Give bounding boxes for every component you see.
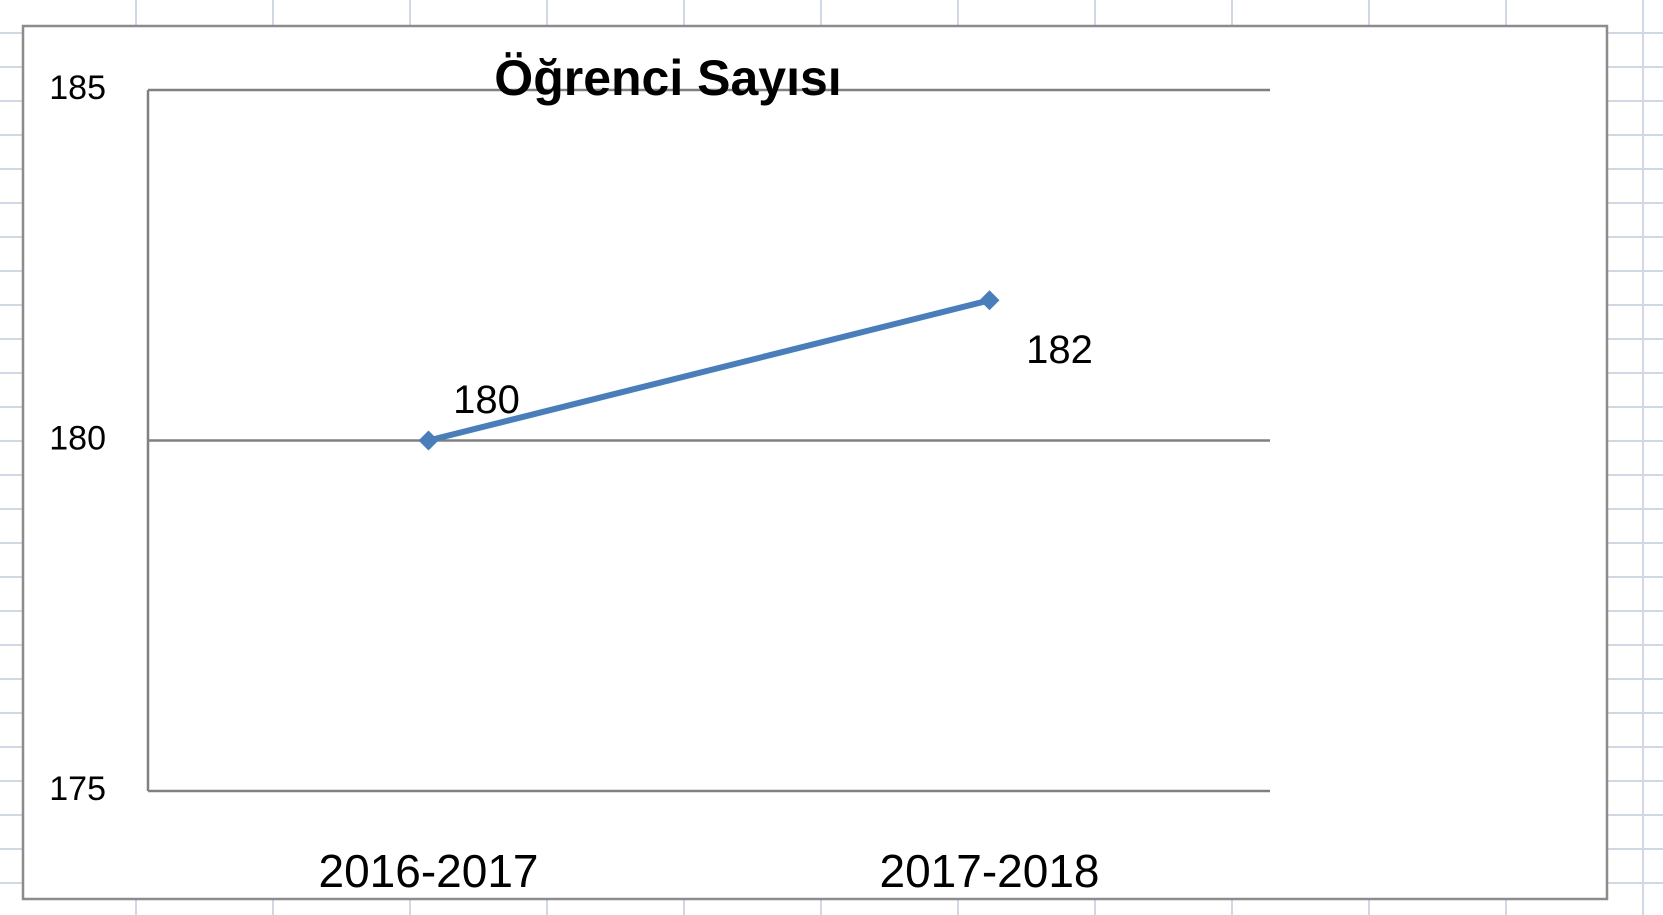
- y-tick-label: 175: [49, 770, 106, 808]
- x-tick-label: 2016-2017: [319, 845, 539, 897]
- chart-title: Öğrenci Sayısı: [494, 50, 841, 106]
- data-label: 180: [453, 378, 520, 422]
- marker: [418, 430, 439, 451]
- x-tick-label: 2017-2018: [880, 845, 1100, 897]
- data-label: 182: [1026, 328, 1093, 372]
- marker: [979, 290, 1000, 311]
- chart-area: [21, 24, 1609, 901]
- line: [427, 297, 991, 444]
- y-tick-label: 185: [49, 69, 106, 107]
- y-tick-label: 180: [49, 419, 106, 457]
- grid: [148, 88, 1270, 793]
